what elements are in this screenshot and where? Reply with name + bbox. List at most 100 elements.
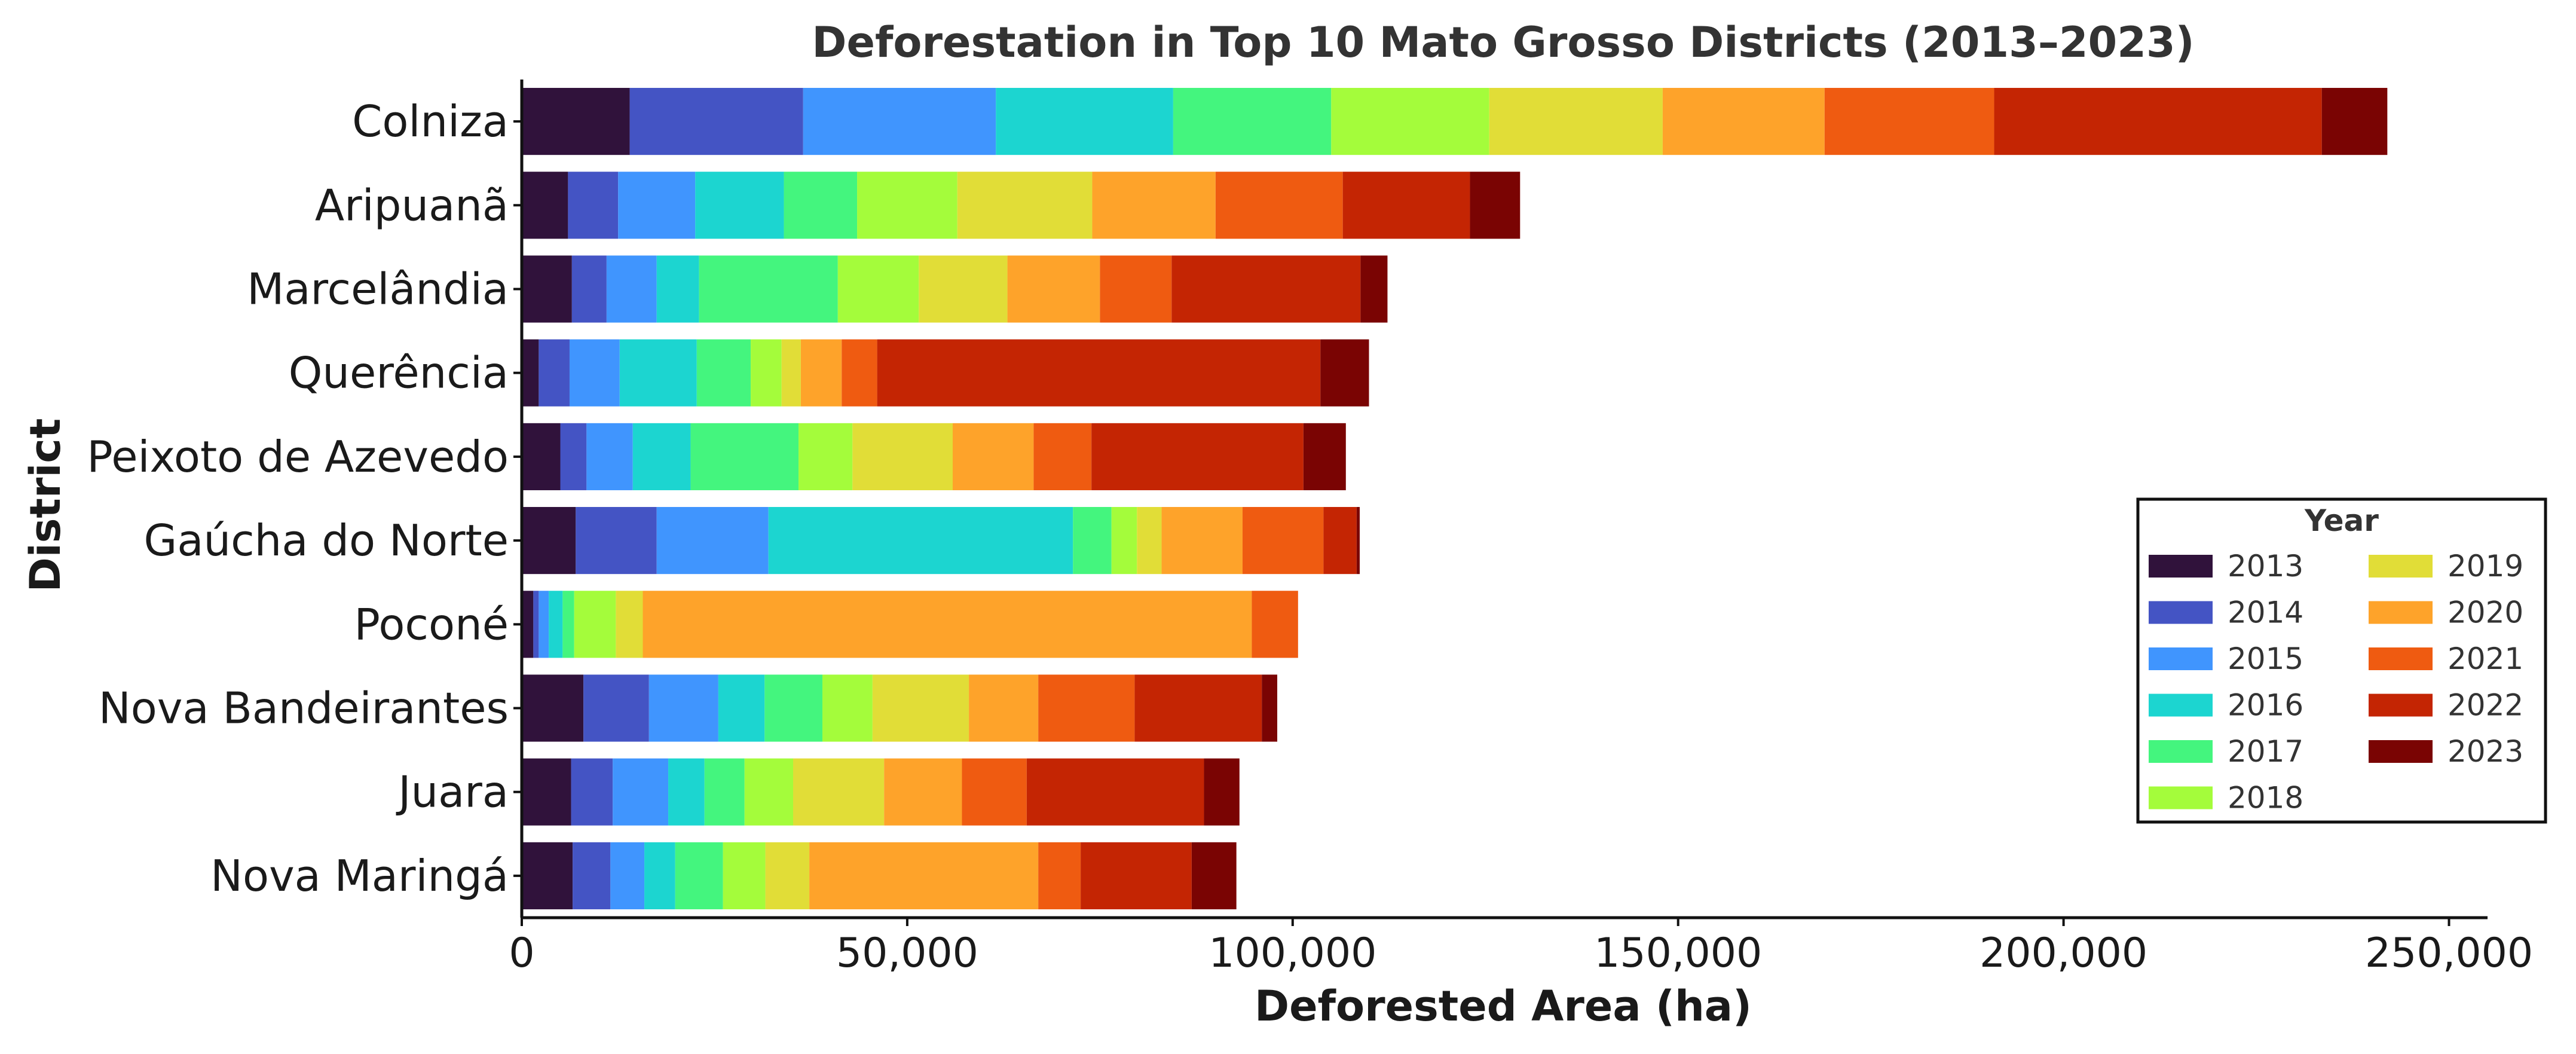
bar-peixoto-de-azevedo-2017 <box>690 423 799 490</box>
bar-gaucha-do-norte-2017 <box>1073 507 1112 575</box>
bar-pocone-2015 <box>539 591 549 658</box>
bar-nova-maringa-2016 <box>644 842 675 909</box>
bar-marcelandia-2023 <box>1360 255 1388 323</box>
bar-nova-bandeirantes-2023 <box>1262 674 1278 742</box>
legend-swatch-2023 <box>2369 740 2433 763</box>
legend-label-2019: 2019 <box>2447 549 2523 583</box>
bar-nova-maringa-2018 <box>723 842 766 909</box>
bar-colniza-2017 <box>1173 88 1332 155</box>
bar-marcelandia-2016 <box>656 255 699 323</box>
bar-marcelandia-2022 <box>1171 255 1361 323</box>
bar-nova-bandeirantes-2014 <box>583 674 649 742</box>
category-label-nova-maringa: Nova Maringá <box>210 851 509 901</box>
bar-aripuana-2015 <box>618 172 696 239</box>
bar-nova-bandeirantes-2018 <box>822 674 873 742</box>
bar-pocone-2016 <box>549 591 563 658</box>
bar-marcelandia-2015 <box>606 255 657 323</box>
bar-querencia-2021 <box>842 339 877 407</box>
bar-querencia-2023 <box>1320 339 1369 407</box>
bar-colniza-2015 <box>803 88 996 155</box>
axes-layer <box>520 80 2488 919</box>
bar-querencia-2013 <box>522 339 539 407</box>
bar-peixoto-de-azevedo-2014 <box>560 423 587 490</box>
bar-colniza-2013 <box>522 88 630 155</box>
bar-marcelandia-2020 <box>1007 255 1100 323</box>
bar-juara-2018 <box>744 758 794 826</box>
x-tick-label: 200,000 <box>1980 930 2147 977</box>
bar-pocone-2021 <box>1252 591 1298 658</box>
bar-nova-maringa-2023 <box>1191 842 1237 909</box>
bar-nova-bandeirantes-2019 <box>872 674 969 742</box>
legend-label-2014: 2014 <box>2228 595 2303 630</box>
bar-pocone-2019 <box>616 591 643 658</box>
bar-colniza-2022 <box>1994 88 2322 155</box>
bar-nova-maringa-2021 <box>1038 842 1081 909</box>
legend-swatch-2017 <box>2149 740 2213 763</box>
bar-aripuana-2020 <box>1092 172 1216 239</box>
bar-gaucha-do-norte-2023 <box>1356 507 1360 575</box>
category-label-nova-bandeirantes: Nova Bandeirantes <box>99 683 509 734</box>
bar-peixoto-de-azevedo-2020 <box>953 423 1034 490</box>
bar-gaucha-do-norte-2016 <box>768 507 1073 575</box>
bar-colniza-2021 <box>1824 88 1994 155</box>
bar-aripuana-2013 <box>522 172 568 239</box>
bar-juara-2023 <box>1204 758 1240 826</box>
legend-label-2020: 2020 <box>2447 595 2523 630</box>
x-axis-label: Deforested Area (ha) <box>1255 982 1752 1031</box>
bar-querencia-2019 <box>781 339 801 407</box>
bar-aripuana-2023 <box>1470 172 1520 239</box>
legend-swatch-2019 <box>2369 555 2433 578</box>
legend-label-2022: 2022 <box>2447 688 2523 723</box>
legend-box <box>2136 497 2547 824</box>
bar-pocone-2018 <box>574 591 616 658</box>
legend-swatch-2018 <box>2149 786 2213 809</box>
bar-querencia-2020 <box>800 339 842 407</box>
bar-nova-bandeirantes-2015 <box>648 674 718 742</box>
bar-querencia-2017 <box>696 339 751 407</box>
bar-peixoto-de-azevedo-2015 <box>586 423 633 490</box>
legend-swatch-2016 <box>2149 693 2213 717</box>
bar-juara-2014 <box>571 758 613 826</box>
bar-nova-maringa-2013 <box>522 842 573 909</box>
legend-label-2015: 2015 <box>2228 641 2303 676</box>
chart-title: Deforestation in Top 10 Mato Grosso Dist… <box>812 18 2194 67</box>
bar-aripuana-2019 <box>957 172 1093 239</box>
bar-juara-2013 <box>522 758 571 826</box>
bar-nova-maringa-2014 <box>573 842 611 909</box>
bar-colniza-2014 <box>629 88 803 155</box>
x-tick-label: 150,000 <box>1594 930 1762 977</box>
category-label-pocone: Poconé <box>354 599 509 649</box>
bar-pocone-2014 <box>533 591 539 658</box>
bar-peixoto-de-azevedo-2013 <box>522 423 561 490</box>
bar-nova-bandeirantes-2022 <box>1134 674 1262 742</box>
bar-juara-2020 <box>884 758 962 826</box>
bar-peixoto-de-azevedo-2022 <box>1091 423 1304 490</box>
bar-juara-2015 <box>613 758 669 826</box>
bar-gaucha-do-norte-2013 <box>522 507 576 575</box>
bar-peixoto-de-azevedo-2021 <box>1033 423 1092 490</box>
legend-swatch-2021 <box>2369 647 2433 670</box>
legend-swatch-2013 <box>2149 555 2213 578</box>
legend-swatch-2020 <box>2369 601 2433 624</box>
bar-gaucha-do-norte-2022 <box>1323 507 1357 575</box>
bar-marcelandia-2021 <box>1100 255 1172 323</box>
bar-colniza-2020 <box>1662 88 1825 155</box>
x-tick-label: 0 <box>509 930 534 977</box>
legend-swatch-2022 <box>2369 693 2433 717</box>
category-label-juara: Juara <box>396 767 509 817</box>
bar-gaucha-do-norte-2014 <box>576 507 657 575</box>
bar-querencia-2022 <box>877 339 1321 407</box>
y-axis-label: District <box>21 418 70 592</box>
x-tick-label: 250,000 <box>2365 930 2533 977</box>
bar-pocone-2020 <box>643 591 1252 658</box>
bar-gaucha-do-norte-2021 <box>1242 507 1324 575</box>
bar-colniza-2023 <box>2321 88 2388 155</box>
legend-label-2023: 2023 <box>2447 734 2523 769</box>
bar-marcelandia-2013 <box>522 255 572 323</box>
bar-marcelandia-2017 <box>699 255 838 323</box>
category-label-colniza: Colniza <box>352 96 509 146</box>
legend-label-2021: 2021 <box>2447 641 2523 676</box>
bar-nova-bandeirantes-2016 <box>718 674 765 742</box>
